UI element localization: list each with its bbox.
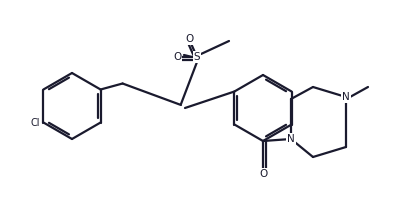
Text: O: O: [173, 52, 181, 62]
Text: Cl: Cl: [31, 117, 41, 127]
Text: O: O: [259, 169, 267, 179]
Text: N: N: [342, 92, 350, 102]
Text: O: O: [185, 34, 193, 44]
Text: S: S: [194, 52, 200, 62]
Text: N: N: [287, 134, 295, 144]
